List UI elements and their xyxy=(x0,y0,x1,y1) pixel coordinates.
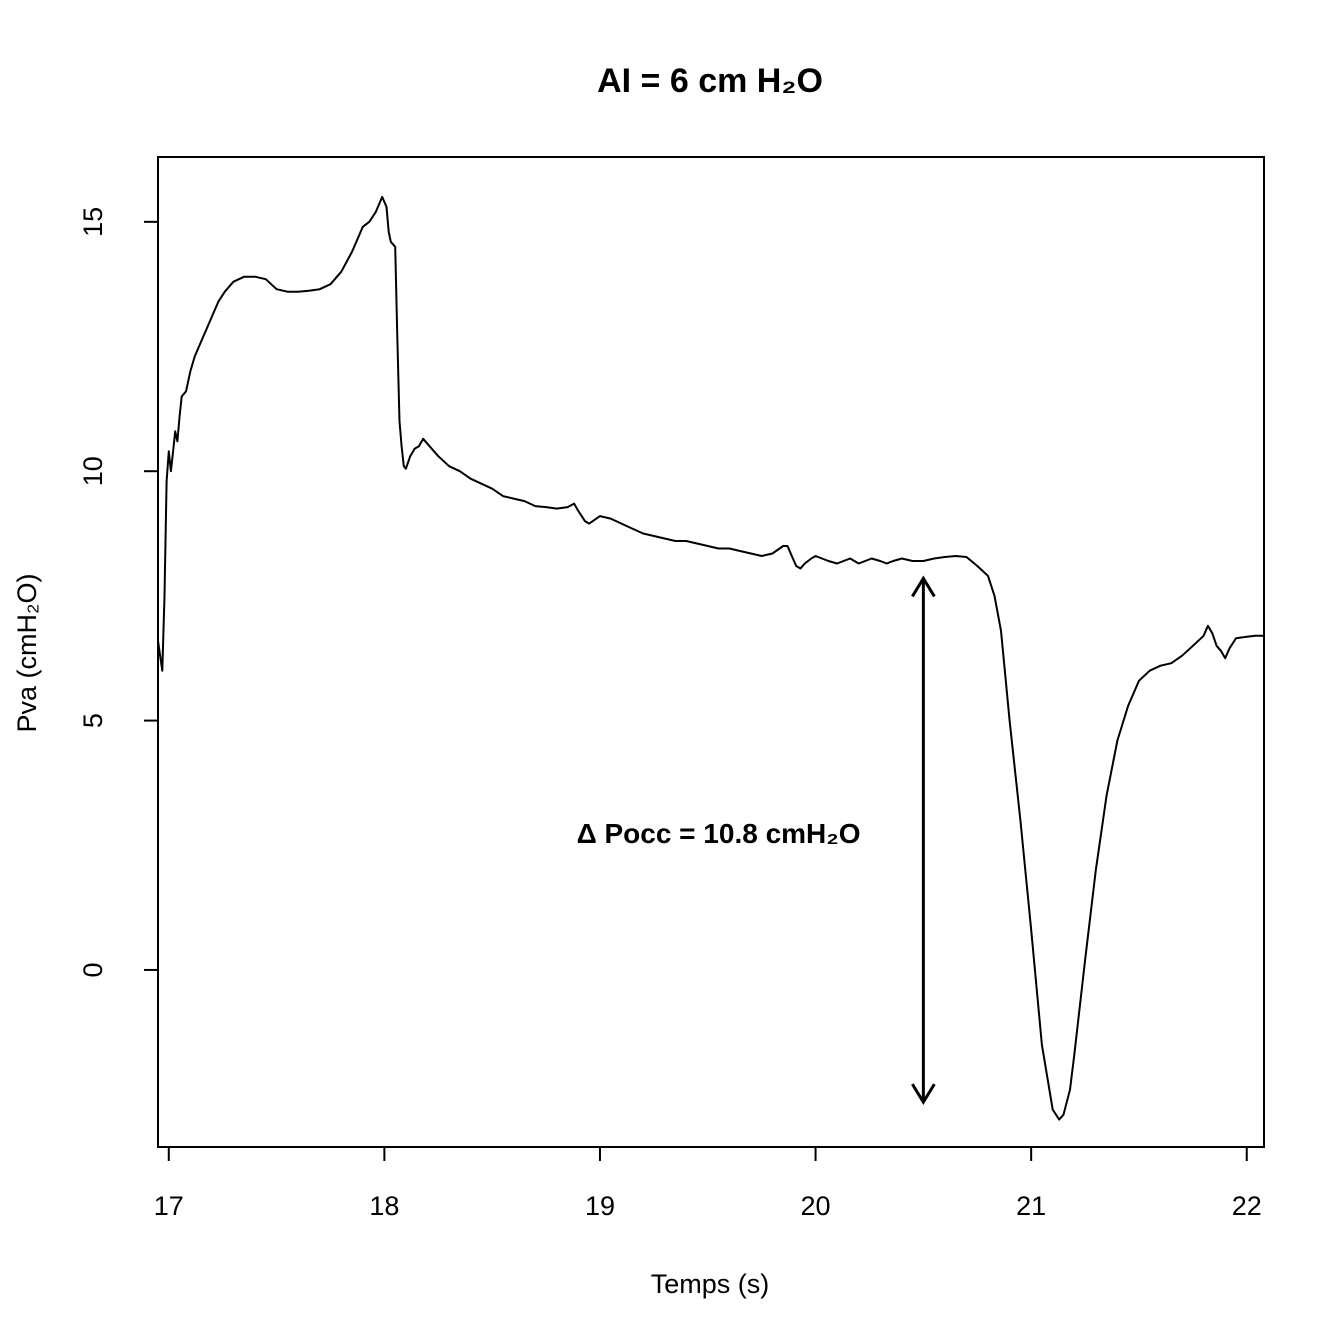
x-axis-label: Temps (s) xyxy=(651,1269,770,1299)
series-layer xyxy=(157,195,1264,1121)
plot-frame xyxy=(157,156,1265,1148)
chart-title: AI = 6 cm H₂O xyxy=(597,62,823,100)
annotation-layer: Δ Pocc = 10.8 cmH₂O xyxy=(577,575,936,1105)
x-axis: 17 18 19 20 21 22 xyxy=(154,1146,1262,1221)
y-tick-label: 10 xyxy=(78,456,108,486)
series-line xyxy=(157,195,1264,1121)
x-tick-label: 17 xyxy=(154,1191,184,1221)
y-axis-label: Pva (cmH₂O) xyxy=(12,574,42,733)
x-tick-label: 18 xyxy=(369,1191,399,1221)
y-tick-label: 5 xyxy=(78,713,108,728)
x-tick-label: 21 xyxy=(1016,1191,1046,1221)
delta-arrow-head-top xyxy=(911,575,936,598)
y-axis: 0 5 10 15 xyxy=(78,207,159,977)
x-tick-label: 19 xyxy=(585,1191,615,1221)
delta-pocc-annotation: Δ Pocc = 10.8 cmH₂O xyxy=(577,818,861,849)
x-tick-label: 20 xyxy=(801,1191,831,1221)
delta-arrow-head-bottom xyxy=(911,1083,936,1105)
y-tick-label: 15 xyxy=(78,207,108,237)
x-tick-label: 22 xyxy=(1232,1191,1262,1221)
y-tick-label: 0 xyxy=(78,962,108,977)
